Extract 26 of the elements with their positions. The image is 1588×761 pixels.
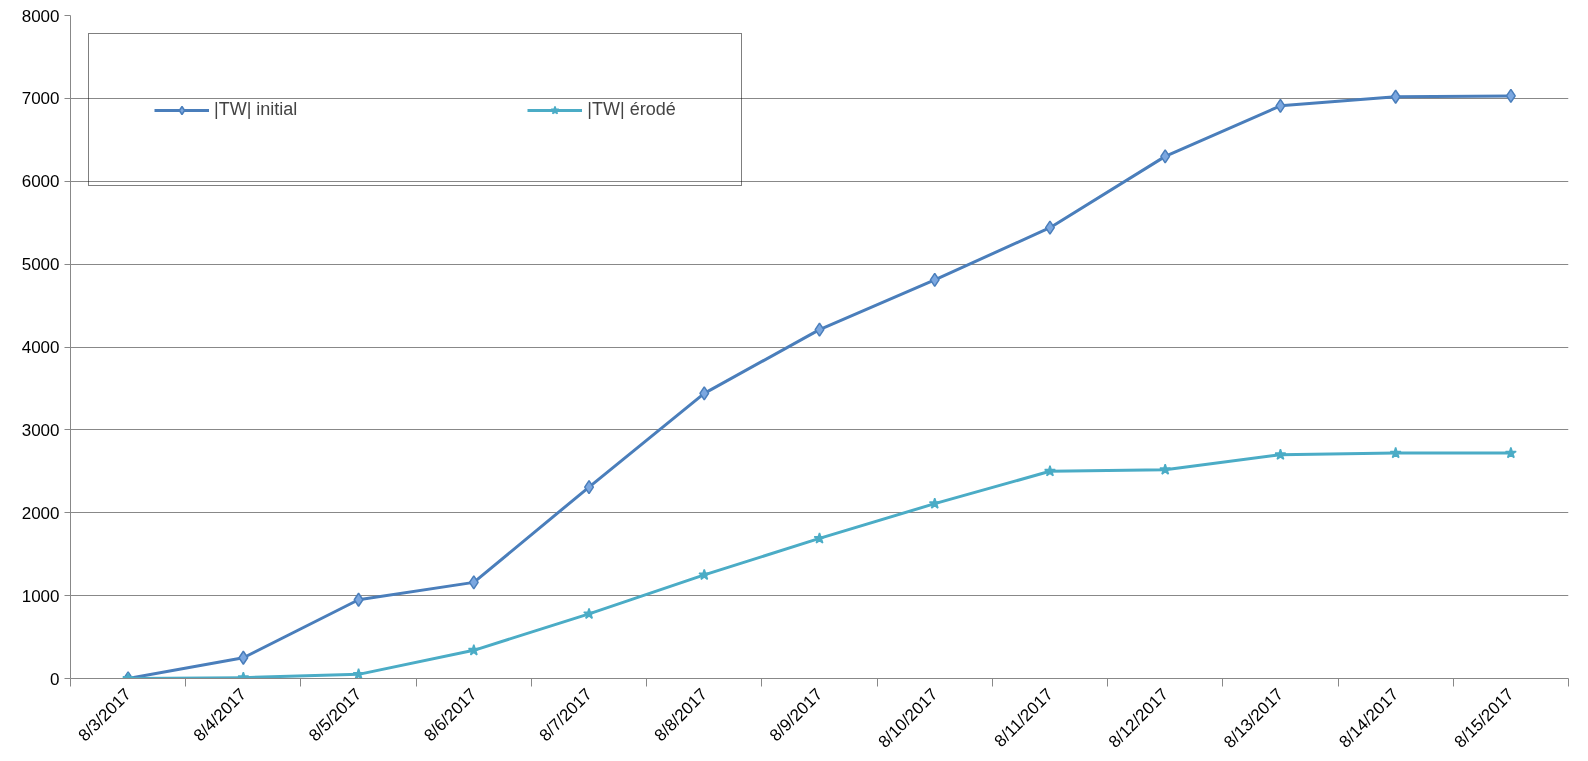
point xyxy=(699,386,710,401)
point xyxy=(1160,149,1171,164)
point xyxy=(1043,465,1056,477)
y-tick-label: 7000 xyxy=(21,89,60,109)
point xyxy=(468,575,479,590)
legend-label: |TW| érodé xyxy=(587,99,676,120)
point xyxy=(1274,448,1287,460)
point xyxy=(698,568,711,581)
legend-label: |TW| initial xyxy=(214,99,298,120)
point xyxy=(814,322,825,337)
point xyxy=(1390,89,1401,104)
point xyxy=(928,497,941,509)
point xyxy=(583,479,595,495)
y-tick-label: 8000 xyxy=(21,6,60,26)
point xyxy=(1504,446,1517,459)
point xyxy=(1159,463,1172,475)
y-tick-label: 6000 xyxy=(21,172,60,192)
point xyxy=(1044,220,1056,235)
point xyxy=(1389,446,1402,459)
y-tick-label: 2000 xyxy=(21,503,60,523)
y-tick-label: 4000 xyxy=(21,338,60,357)
y-tick-label: 0 xyxy=(50,669,60,689)
y-tick-label: 5000 xyxy=(21,255,60,275)
y-tick-label: 3000 xyxy=(21,420,60,440)
y-tick-label: 1000 xyxy=(21,586,60,606)
point xyxy=(467,644,480,656)
